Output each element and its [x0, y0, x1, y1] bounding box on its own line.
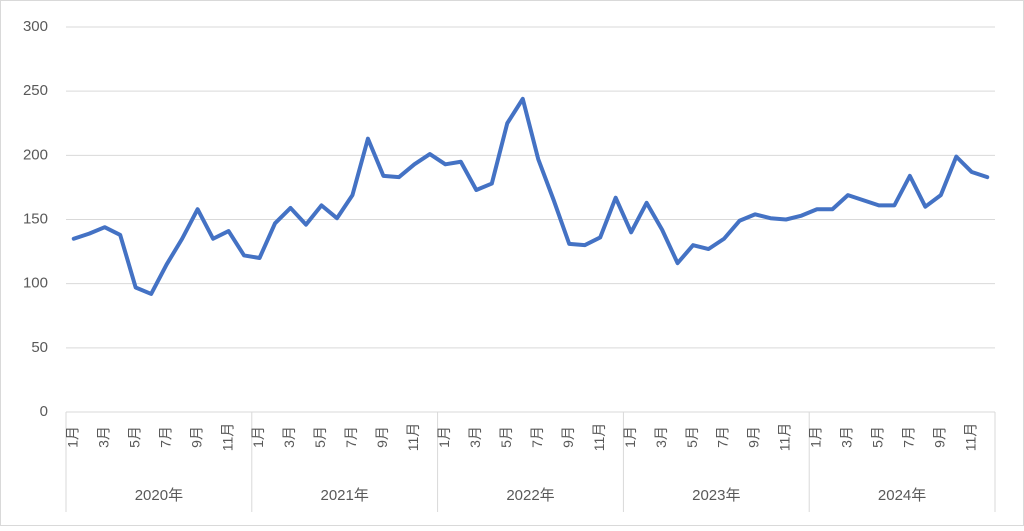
x-group-label: 2023年: [692, 487, 740, 504]
x-tick-label: 5月: [870, 426, 886, 448]
x-tick-label: 1月: [622, 426, 638, 448]
y-tick-label: 300: [23, 18, 48, 35]
y-tick-label: 50: [31, 339, 48, 356]
x-tick-label: 9月: [560, 426, 576, 448]
x-tick-label: 7月: [529, 426, 545, 448]
data-line: [71, 96, 990, 296]
y-tick-label: 0: [40, 403, 48, 420]
x-group-label: 2022年: [506, 487, 554, 504]
x-tick-label: 9月: [746, 426, 762, 448]
x-tick-label: 5月: [684, 426, 700, 448]
x-group-label: 2021年: [321, 487, 369, 504]
x-tick-label: 5月: [498, 426, 514, 448]
y-tick-label: 100: [23, 275, 48, 292]
x-tick-label: 9月: [374, 426, 390, 448]
x-group-label: 2020年: [135, 487, 183, 504]
x-tick-label: 11月: [219, 423, 235, 452]
y-tick-label: 250: [23, 82, 48, 99]
x-tick-label: 3月: [653, 426, 669, 448]
x-tick-label: 11月: [962, 423, 978, 452]
x-tick-label: 7月: [901, 426, 917, 448]
x-tick-label: 3月: [281, 426, 297, 448]
x-tick-label: 1月: [250, 426, 266, 448]
x-tick-label: 7月: [343, 426, 359, 448]
x-tick-label: 3月: [467, 426, 483, 448]
x-tick-label: 9月: [188, 426, 204, 448]
x-tick-label: 3月: [95, 426, 111, 448]
x-tick-label: 1月: [64, 426, 80, 448]
y-tick-label: 150: [23, 210, 48, 227]
x-tick-label: 11月: [405, 423, 421, 452]
x-tick-label: 1月: [808, 426, 824, 448]
x-tick-label: 7月: [715, 426, 731, 448]
x-tick-label: 9月: [932, 426, 948, 448]
x-tick-label: 11月: [777, 423, 793, 452]
x-tick-label: 11月: [591, 423, 607, 452]
x-tick-label: 5月: [312, 426, 328, 448]
x-tick-label: 7月: [157, 426, 173, 448]
x-tick-label: 3月: [839, 426, 855, 448]
y-tick-label: 200: [23, 146, 48, 163]
x-tick-label: 5月: [126, 426, 142, 448]
x-group-label: 2024年: [878, 487, 926, 504]
x-tick-label: 1月: [436, 426, 452, 448]
